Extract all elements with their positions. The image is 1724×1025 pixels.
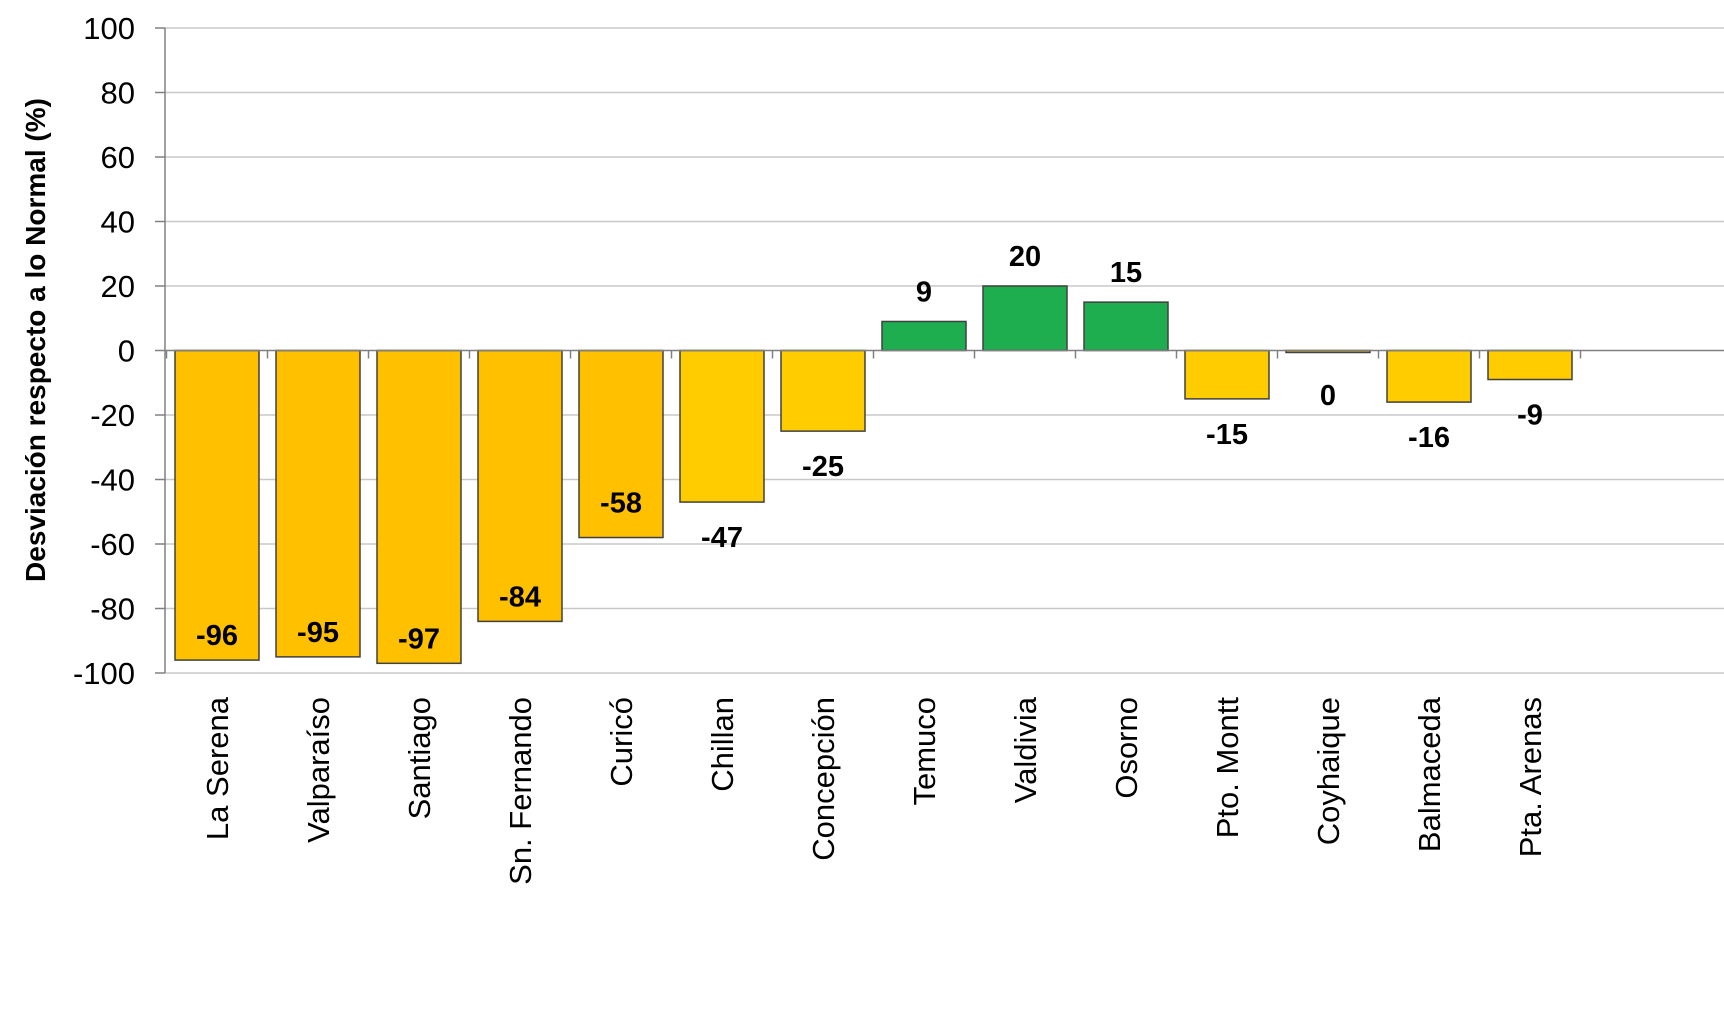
axes	[155, 27, 1724, 674]
x-category-labels: La Serena Valparaíso Santiago Sn. Fernando C…	[200, 696, 1548, 885]
x-category-label: La Serena	[200, 696, 235, 840]
bar	[679, 349, 765, 503]
bar	[578, 349, 664, 539]
x-category-label: Concepción	[806, 697, 841, 861]
bar	[1083, 301, 1169, 352]
x-category-label: Coyhaique	[1311, 697, 1346, 845]
bar	[174, 349, 260, 661]
x-category-label: Valdivia	[1008, 696, 1043, 803]
x-category-label: Sn. Fernando	[503, 697, 538, 885]
data-label: -58	[600, 488, 642, 520]
data-labels: -96 -95 -97 -84 -58 -47 -25 9 20 15 -15 0 -16 -9	[196, 241, 1543, 655]
data-label: -9	[1517, 400, 1543, 432]
bar	[1487, 349, 1573, 381]
y-tick-label: -60	[90, 527, 135, 562]
x-category-label: Pto. Montt	[1210, 697, 1245, 839]
x-category-label: Chillan	[705, 697, 740, 792]
bar	[1184, 349, 1270, 400]
bar	[982, 285, 1068, 352]
bar	[780, 349, 866, 432]
data-label: 20	[1009, 241, 1041, 273]
data-label: -15	[1206, 419, 1248, 451]
data-label: -16	[1408, 422, 1450, 454]
y-axis-title: Desviación respecto a lo Normal (%)	[20, 98, 51, 582]
bar	[881, 320, 967, 352]
bar	[1386, 349, 1472, 403]
x-category-label: Pta. Arenas	[1513, 697, 1548, 857]
y-tick-label: 100	[83, 11, 135, 46]
x-category-label: Valparaíso	[301, 697, 336, 843]
y-tick-label: -80	[90, 592, 135, 627]
data-label: 9	[916, 276, 932, 308]
y-tick-label: 40	[101, 205, 135, 240]
data-label: -95	[297, 617, 339, 649]
bar	[275, 349, 361, 658]
y-tick-label: 0	[118, 334, 135, 369]
data-label: -47	[701, 522, 743, 554]
x-category-label: Curicó	[604, 697, 639, 787]
x-category-label: Osorno	[1109, 697, 1144, 799]
data-label: 15	[1110, 257, 1142, 289]
data-label: -25	[802, 451, 844, 483]
x-category-label: Santiago	[402, 697, 437, 819]
data-label: -97	[398, 623, 440, 655]
data-label: -84	[499, 581, 541, 613]
x-category-label: Balmaceda	[1412, 696, 1447, 852]
bars	[174, 285, 1573, 665]
x-category-label: Temuco	[907, 697, 942, 806]
data-label: 0	[1320, 380, 1336, 412]
data-label: -96	[196, 620, 238, 652]
y-tick-label: -40	[90, 463, 135, 498]
y-tick-labels: 100 80 60 40 20 0 -20 -40 -60 -80 -100	[73, 11, 135, 691]
y-tick-label: 80	[101, 76, 135, 111]
y-tick-label: 20	[101, 269, 135, 304]
bar	[376, 349, 462, 665]
y-tick-label: 60	[101, 140, 135, 175]
y-tick-label: -100	[73, 656, 135, 691]
y-tick-label: -20	[90, 398, 135, 433]
